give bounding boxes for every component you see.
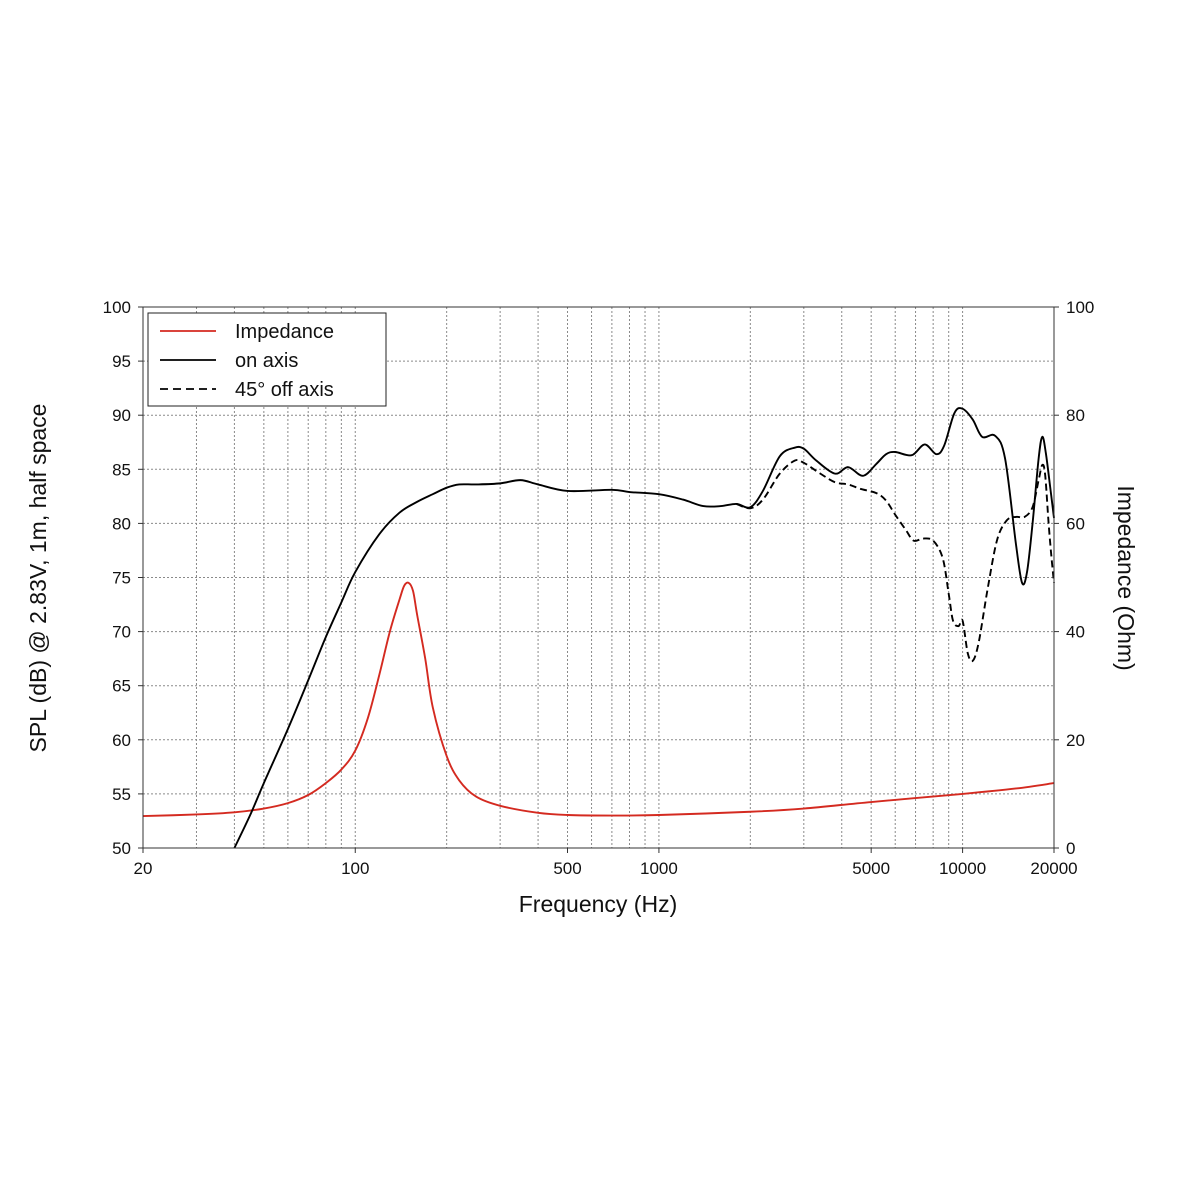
y-axis-title-left: SPL (dB) @ 2.83V, 1m, half space — [25, 404, 51, 753]
y-tick-label-right: 40 — [1066, 623, 1085, 642]
y-tick-label-left: 50 — [112, 839, 131, 858]
x-axis-title: Frequency (Hz) — [519, 891, 677, 917]
y-tick-label-right: 20 — [1066, 731, 1085, 750]
y-tick-label-right: 60 — [1066, 514, 1085, 533]
series-off-axis — [736, 458, 1055, 663]
y-tick-label-right: 100 — [1066, 298, 1094, 317]
legend-label-impedance: Impedance — [235, 321, 334, 343]
x-tick-label: 10000 — [939, 859, 986, 878]
y-tick-label-right: 0 — [1066, 839, 1075, 858]
series-impedance — [142, 581, 1055, 818]
x-tick-label: 100 — [341, 859, 369, 878]
legend-label-off-axis: 45° off axis — [235, 379, 334, 401]
x-tick-label: 5000 — [852, 859, 890, 878]
y-tick-label-left: 55 — [112, 785, 131, 804]
y-tick-label-left: 95 — [112, 352, 131, 371]
legend: Impedance on axis 45° off axis — [147, 312, 387, 407]
x-tick-label: 500 — [553, 859, 581, 878]
y-tick-label-left: 80 — [112, 514, 131, 533]
y-axis-title-right: Impedance (Ohm) — [1113, 485, 1139, 670]
data-curves — [142, 407, 1055, 849]
y-tick-label-right: 80 — [1066, 406, 1085, 425]
x-tick-label: 20000 — [1030, 859, 1077, 878]
x-tick-label: 20 — [134, 859, 153, 878]
y-tick-label-left: 70 — [112, 623, 131, 642]
y-tick-label-left: 90 — [112, 406, 131, 425]
y-tick-label-left: 75 — [112, 569, 131, 588]
series-on-axis — [233, 407, 1055, 849]
legend-label-on-axis: on axis — [235, 350, 298, 372]
y-tick-label-left: 85 — [112, 460, 131, 479]
y-tick-label-left: 65 — [112, 677, 131, 696]
y-tick-label-left: 60 — [112, 731, 131, 750]
y-tick-label-left: 100 — [103, 298, 131, 317]
x-tick-label: 1000 — [640, 859, 678, 878]
